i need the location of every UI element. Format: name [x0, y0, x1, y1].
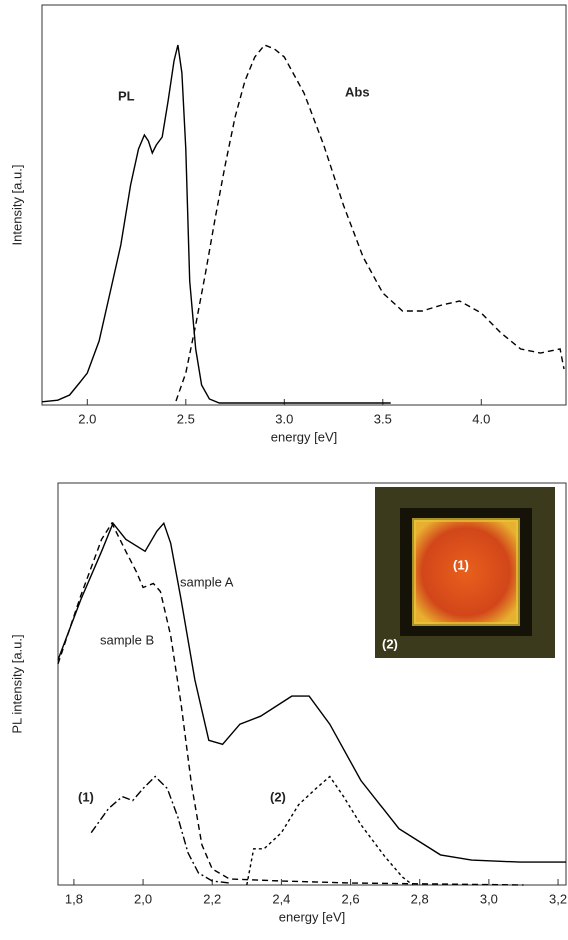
x-tick-label: 1,8 — [65, 891, 83, 906]
inset-photo — [375, 487, 555, 658]
x-tick-label: 2,8 — [411, 891, 429, 906]
series-label: sample B — [100, 632, 154, 647]
inset-label: (1) — [453, 557, 469, 572]
series-label: Abs — [345, 84, 370, 99]
x-tick-label: 2,0 — [134, 891, 152, 906]
series-label: (2) — [270, 789, 286, 804]
series-line — [90, 775, 230, 884]
series-label: PL — [118, 88, 135, 103]
plot-frame — [41, 4, 567, 406]
y-axis-label: Intensity [a.u.] — [9, 165, 24, 246]
series-line — [41, 44, 391, 404]
series-label: sample A — [180, 574, 234, 589]
x-tick-label: 3.5 — [374, 411, 392, 426]
plot-frame — [57, 482, 567, 886]
x-tick-label: 2,4 — [272, 891, 290, 906]
x-tick-label: 2,2 — [203, 891, 221, 906]
x-axis-label: energy [eV] — [279, 909, 346, 924]
x-tick-label: 3,2 — [549, 891, 567, 906]
series-line — [246, 775, 414, 886]
series-label: (1) — [78, 789, 94, 804]
x-axis-label: energy [eV] — [271, 429, 338, 444]
x-tick-label: 3,0 — [480, 891, 498, 906]
x-tick-label: 2.0 — [78, 411, 96, 426]
x-tick-label: 2,6 — [342, 891, 360, 906]
x-tick-label: 4.0 — [472, 411, 490, 426]
y-axis-label: PL intensity [a.u.] — [9, 634, 24, 733]
x-tick-label: 3.0 — [275, 411, 293, 426]
series-line — [57, 521, 566, 863]
x-tick-label: 2.5 — [177, 411, 195, 426]
inset-label: (2) — [382, 636, 398, 651]
series-line — [175, 44, 565, 402]
